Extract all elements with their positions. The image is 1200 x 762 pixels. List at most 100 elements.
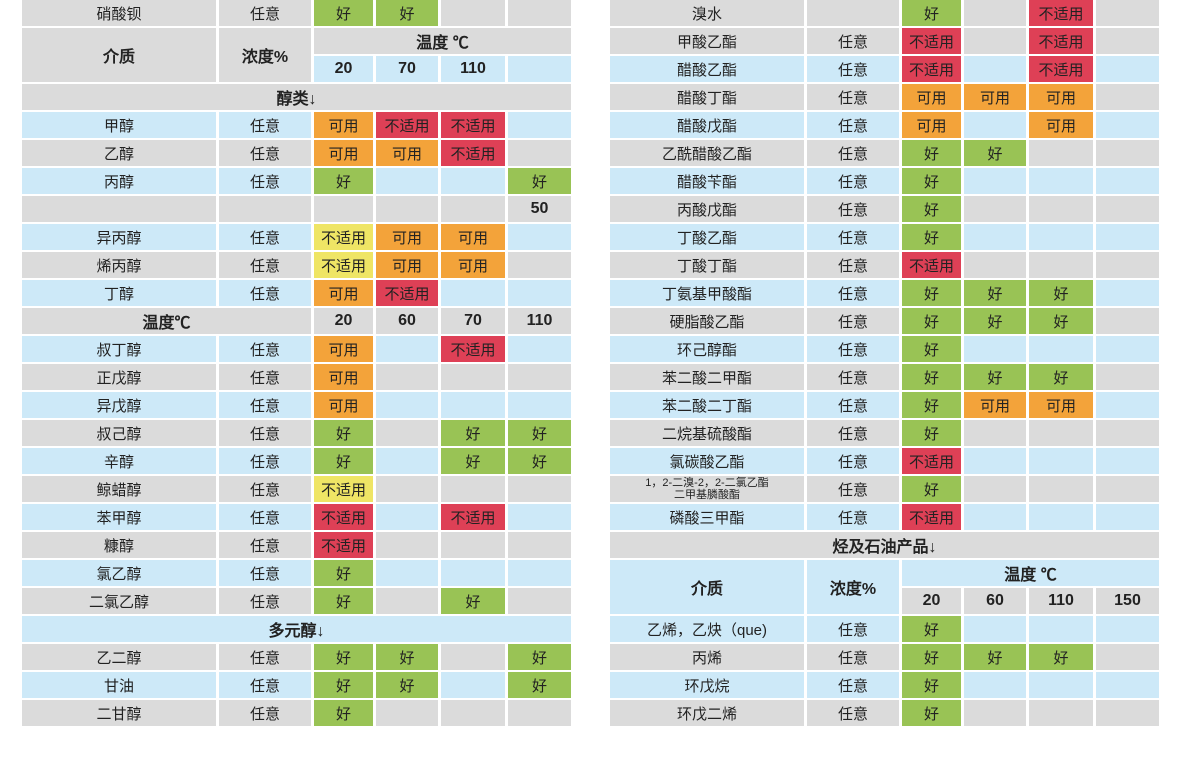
empty-rating-cell bbox=[964, 196, 1026, 222]
empty-rating-cell bbox=[376, 588, 438, 614]
concentration-cell: 任意 bbox=[807, 224, 899, 250]
empty-rating-cell bbox=[964, 224, 1026, 250]
section-header-cell: 烃及石油产品↓ bbox=[610, 532, 1159, 558]
empty-rating-cell bbox=[508, 560, 571, 586]
empty-rating-cell bbox=[1029, 672, 1093, 698]
rating-cell: 不适用 bbox=[902, 28, 961, 54]
rating-cell: 好 bbox=[902, 644, 961, 670]
rating-cell: 好 bbox=[902, 308, 961, 334]
table-row: 乙烯，乙炔（que) 任意好 bbox=[610, 616, 1159, 642]
rating-cell: 不适用 bbox=[314, 532, 373, 558]
rating-cell: 不适用 bbox=[441, 140, 505, 166]
empty-rating-cell bbox=[508, 700, 571, 726]
concentration-cell: 任意 bbox=[807, 504, 899, 530]
medium-name-cell: 辛醇 bbox=[22, 448, 216, 474]
rating-cell: 好 bbox=[1029, 644, 1093, 670]
rating-cell: 好 bbox=[902, 224, 961, 250]
concentration-cell: 任意 bbox=[807, 420, 899, 446]
empty-rating-cell bbox=[376, 448, 438, 474]
empty-rating-cell bbox=[376, 168, 438, 194]
concentration-cell: 任意 bbox=[807, 476, 899, 502]
temperature-tick-cell bbox=[508, 56, 571, 82]
medium-name-cell: 糠醇 bbox=[22, 532, 216, 558]
rating-cell: 好 bbox=[902, 0, 961, 26]
medium-name-cell: 丙醇 bbox=[22, 168, 216, 194]
concentration-cell: 任意 bbox=[807, 84, 899, 110]
medium-name-cell: 乙醇 bbox=[22, 140, 216, 166]
empty-rating-cell bbox=[376, 504, 438, 530]
empty-rating-cell bbox=[1096, 308, 1159, 334]
rating-cell: 不适用 bbox=[1029, 28, 1093, 54]
empty-rating-cell bbox=[964, 504, 1026, 530]
empty-rating-cell bbox=[1096, 140, 1159, 166]
medium-name-cell: 醋酸乙酯 bbox=[610, 56, 804, 82]
medium-name-cell: 正戊醇 bbox=[22, 364, 216, 390]
table-row: 丁醇 任意 可用 不适用 bbox=[22, 280, 571, 306]
note-cell bbox=[441, 196, 505, 222]
empty-rating-cell bbox=[1029, 252, 1093, 278]
empty-rating-cell bbox=[1096, 84, 1159, 110]
rating-cell: 好 bbox=[508, 168, 571, 194]
concentration-cell: 任意 bbox=[219, 336, 311, 362]
table-row: 介质 浓度% 温度 ℃ bbox=[610, 560, 1159, 614]
table-row: 磷酸三甲酯 任意 不适用 bbox=[610, 504, 1159, 530]
concentration-cell: 任意 bbox=[219, 112, 311, 138]
note-cell bbox=[376, 196, 438, 222]
concentration-cell: 任意 bbox=[219, 140, 311, 166]
rating-cell: 可用 bbox=[964, 84, 1026, 110]
rating-cell: 不适用 bbox=[441, 336, 505, 362]
empty-rating-cell bbox=[376, 364, 438, 390]
empty-rating-cell bbox=[1096, 420, 1159, 446]
table-row: 甲酸乙酯 任意 不适用 不适用 bbox=[610, 28, 1159, 54]
empty-rating-cell bbox=[441, 168, 505, 194]
rating-cell: 可用 bbox=[376, 252, 438, 278]
rating-cell: 可用 bbox=[314, 392, 373, 418]
empty-rating-cell bbox=[964, 476, 1026, 502]
concentration-cell: 任意 bbox=[219, 560, 311, 586]
rating-cell: 不适用 bbox=[1029, 0, 1093, 26]
temperature-tick-cell: 20 bbox=[314, 56, 373, 82]
medium-name-cell: 醋酸丁酯 bbox=[610, 84, 804, 110]
medium-name-cell: 硬脂酸乙酯 bbox=[610, 308, 804, 334]
concentration-cell: 任意 bbox=[219, 672, 311, 698]
empty-rating-cell bbox=[964, 700, 1026, 726]
medium-name-cell: 鲸蜡醇 bbox=[22, 476, 216, 502]
medium-name-cell: 丁醇 bbox=[22, 280, 216, 306]
rating-cell: 好 bbox=[508, 420, 571, 446]
concentration-header-cell: 浓度% bbox=[219, 28, 311, 82]
empty-rating-cell bbox=[441, 700, 505, 726]
empty-rating-cell bbox=[964, 168, 1026, 194]
empty-rating-cell bbox=[964, 0, 1026, 26]
rating-cell: 好 bbox=[314, 420, 373, 446]
empty-rating-cell bbox=[376, 532, 438, 558]
medium-name-cell: 甘油 bbox=[22, 672, 216, 698]
temperature-tick-cell: 150 bbox=[1096, 588, 1159, 614]
empty-rating-cell bbox=[1029, 420, 1093, 446]
empty-rating-cell bbox=[441, 0, 505, 26]
rating-cell: 不适用 bbox=[902, 448, 961, 474]
table-row: 丙酸戊酯 任意好 bbox=[610, 196, 1159, 222]
rating-cell: 好 bbox=[314, 168, 373, 194]
empty-rating-cell bbox=[1029, 616, 1093, 642]
empty-rating-cell bbox=[964, 252, 1026, 278]
empty-rating-cell bbox=[1096, 0, 1159, 26]
rating-cell: 好 bbox=[314, 672, 373, 698]
rating-cell: 可用 bbox=[314, 140, 373, 166]
empty-rating-cell bbox=[964, 672, 1026, 698]
temperature-ticks-row: 20 60 110 150 bbox=[610, 588, 1159, 614]
rating-cell: 好 bbox=[314, 448, 373, 474]
concentration-cell: 任意 bbox=[807, 616, 899, 642]
rating-cell: 好 bbox=[508, 448, 571, 474]
empty-rating-cell bbox=[1029, 336, 1093, 362]
empty-rating-cell bbox=[1029, 168, 1093, 194]
rating-cell: 好 bbox=[902, 476, 961, 502]
empty-rating-cell bbox=[1096, 700, 1159, 726]
table-row: 1，2-二溴-2，2-二氯乙酯 二甲基膦酸酯 任意好 bbox=[610, 476, 1159, 502]
concentration-cell: 任意 bbox=[219, 448, 311, 474]
table-row: 环戊烷 任意好 bbox=[610, 672, 1159, 698]
table-row: 介质 浓度% 温度 ℃ bbox=[22, 28, 571, 82]
concentration-cell: 任意 bbox=[219, 700, 311, 726]
empty-rating-cell bbox=[1096, 252, 1159, 278]
rating-cell: 好 bbox=[508, 672, 571, 698]
concentration-cell: 任意 bbox=[219, 588, 311, 614]
